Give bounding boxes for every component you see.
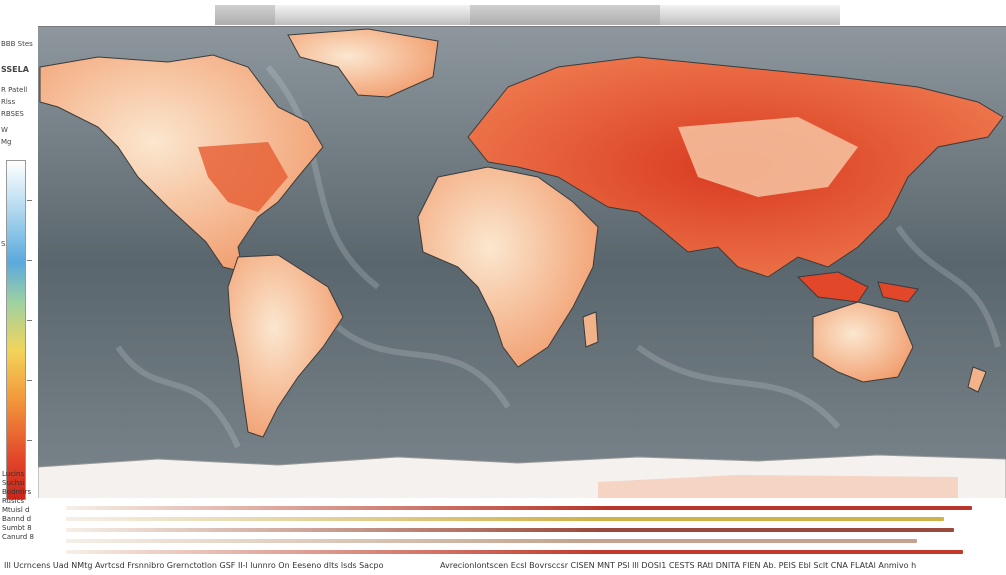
stack-label: Suchsi xyxy=(2,479,25,487)
antarctica-warm-zone xyxy=(598,475,958,498)
bar-2 xyxy=(66,528,954,532)
wind-streaks xyxy=(115,65,1001,449)
scale-tick xyxy=(27,380,32,381)
legend-line-1: SSELA xyxy=(1,65,29,74)
legend-line-3: Rlss xyxy=(1,98,16,106)
stack-label: Ruslcs xyxy=(2,497,25,505)
legend-line-6: Mg xyxy=(1,138,12,146)
legend-line-4: RBSES xyxy=(1,110,24,118)
north-america xyxy=(39,54,324,273)
central-asia-light-zone xyxy=(678,117,858,197)
stack-label: Lucins xyxy=(2,470,25,478)
header-shade-middle xyxy=(470,5,660,25)
scale-tick xyxy=(27,200,32,201)
scale-tick xyxy=(27,440,32,441)
legend-line-0: BBB Stes xyxy=(1,40,33,48)
bar-3 xyxy=(66,539,917,543)
map-canvas xyxy=(38,27,1006,498)
new-zealand xyxy=(967,366,987,393)
greenland xyxy=(287,28,439,98)
footer-caption-left: Ill Ucrncens Uad NMtg Avrtcsd Frsnnibro … xyxy=(4,561,384,570)
legend-panel: BBB Stes SSELA R Patell Rlss RBSES W Mg … xyxy=(0,40,40,500)
stack-label: Mtuisl d xyxy=(2,506,30,514)
legend-line-5: W xyxy=(1,126,8,134)
horizontal-bar-stack xyxy=(66,502,981,560)
madagascar xyxy=(582,311,599,348)
stacked-labels: Lucins Suchsi Bodntirs Ruslcs Mtuisl d B… xyxy=(2,470,38,542)
stack-label: Bannd d xyxy=(2,515,32,523)
top-header-bar xyxy=(215,5,840,25)
bar-4 xyxy=(66,550,963,554)
africa xyxy=(417,166,599,368)
legend-line-2: R Patell xyxy=(1,86,28,94)
scale-tick xyxy=(27,320,32,321)
header-shade-left xyxy=(215,5,275,25)
new-guinea xyxy=(877,281,919,303)
australia xyxy=(812,301,914,383)
world-heat-map xyxy=(38,26,1006,498)
south-america xyxy=(227,254,344,438)
bar-0 xyxy=(66,506,972,510)
color-scale-bar xyxy=(6,160,26,500)
stack-label: Sumbt 8 xyxy=(2,524,32,532)
stack-label: Canurd 8 xyxy=(2,533,34,541)
southeast-asia-islands xyxy=(796,271,869,303)
bar-1 xyxy=(66,517,944,521)
north-america-hot-zone xyxy=(198,142,288,212)
scale-tick xyxy=(27,260,32,261)
footer-caption-right: Avrecionlontscen Ecsl Bovrsccsr CISEN MN… xyxy=(440,561,917,570)
stack-label: Bodntirs xyxy=(2,488,32,496)
